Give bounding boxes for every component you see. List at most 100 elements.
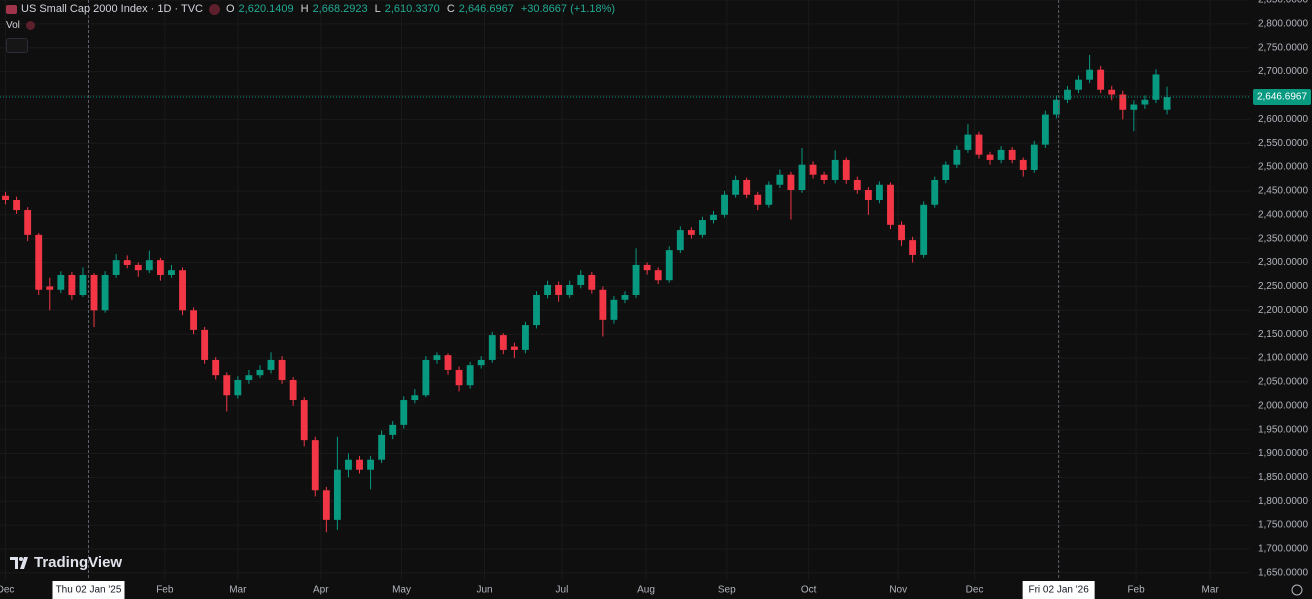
x-tick-label: Sep <box>718 585 736 596</box>
candle-body <box>953 149 961 165</box>
candle-body <box>610 299 618 320</box>
candle-body <box>997 149 1005 160</box>
candle-body <box>533 295 540 326</box>
symbol-icon <box>6 4 17 14</box>
y-tick-label: 2,200.0000 <box>1258 305 1308 316</box>
candle-body <box>278 359 286 380</box>
x-tick-label: Dec <box>966 585 984 596</box>
candle-body <box>35 234 43 290</box>
ohlc-key: C <box>446 3 455 15</box>
symbol-title[interactable]: US Small Cap 2000 Index · 1D · TVC <box>21 3 203 15</box>
candle-body <box>411 395 419 401</box>
date-marker-label: Thu 02 Jan '25 <box>56 585 122 596</box>
candle-body <box>831 159 839 180</box>
y-tick-label: 2,450.0000 <box>1258 186 1308 197</box>
settings-button[interactable] <box>1291 584 1303 596</box>
y-tick-label: 2,300.0000 <box>1258 257 1308 268</box>
candle-body <box>13 200 21 211</box>
candle-body <box>676 230 684 251</box>
candle-body <box>322 490 330 520</box>
last-price-box <box>1253 89 1311 106</box>
date-marker-box <box>1022 581 1095 599</box>
candle-body <box>1097 69 1105 90</box>
x-tick-label: Apr <box>313 585 329 596</box>
candle-body <box>234 379 242 396</box>
candle-body <box>964 134 972 150</box>
candle-body <box>853 179 861 190</box>
candle-body <box>378 434 386 460</box>
candle-body <box>820 174 828 180</box>
candle-body <box>367 459 375 470</box>
candle-body <box>732 179 740 195</box>
x-tick-label: Feb <box>1127 585 1145 596</box>
y-tick-label: 2,800.0000 <box>1258 19 1308 30</box>
candle-body <box>68 274 76 296</box>
ohlc-value: 2,668.2923 <box>312 3 368 15</box>
x-tick-label: Feb <box>156 585 174 596</box>
candle-body <box>522 325 529 350</box>
candle-body <box>566 284 574 296</box>
candle-body <box>544 284 551 296</box>
candle-body <box>743 179 751 195</box>
candle-body <box>1119 94 1127 110</box>
y-tick-label: 2,750.0000 <box>1258 42 1308 53</box>
candle-body <box>223 375 231 396</box>
candle-body <box>79 274 87 296</box>
candle-body <box>776 174 784 185</box>
brand-logo: TradingView <box>10 554 122 571</box>
candle-body <box>1152 74 1160 100</box>
candle-body <box>555 284 563 296</box>
candle-body <box>168 270 175 275</box>
ohlc-value: 2,620.1409 <box>238 3 294 15</box>
y-tick-label: 1,900.0000 <box>1258 448 1308 459</box>
candle-body <box>499 335 507 350</box>
status-dot <box>208 3 220 15</box>
candle-body <box>1108 89 1116 95</box>
candle-body <box>942 164 950 180</box>
y-tick-label: 2,150.0000 <box>1258 329 1308 340</box>
collapse-button[interactable] <box>6 38 28 53</box>
candle-body <box>90 274 98 311</box>
candle-body <box>1041 114 1049 145</box>
candle-body <box>444 355 452 370</box>
status-dot <box>25 21 35 30</box>
y-tick-label: 1,850.0000 <box>1258 472 1308 483</box>
candle-body <box>577 274 585 285</box>
candle-body <box>123 260 131 265</box>
y-tick-label: 2,400.0000 <box>1258 209 1308 220</box>
volume-label[interactable]: Vol <box>6 20 20 31</box>
candle-body <box>300 400 308 441</box>
candle-body <box>842 159 850 180</box>
candle-body <box>1086 69 1094 80</box>
candle-body <box>699 220 706 235</box>
candle-body <box>311 440 319 491</box>
candle-body <box>765 184 773 205</box>
ohlc-value: 2,646.6967 <box>458 3 514 15</box>
x-tick-label: Mar <box>229 585 247 596</box>
x-tick-label: Mar <box>1202 585 1220 596</box>
candle-body <box>289 379 297 401</box>
brand-icon <box>10 556 28 569</box>
x-tick-label: Dec <box>0 585 14 596</box>
candle-body <box>599 289 607 320</box>
candle-body <box>875 184 883 201</box>
candle-body <box>510 346 518 350</box>
candle-body <box>754 194 762 205</box>
ohlc-key: O <box>225 3 235 15</box>
candle-body <box>46 286 54 290</box>
candle-body <box>665 250 673 281</box>
candle-body <box>1064 89 1071 100</box>
ohlc-key: H <box>300 3 309 15</box>
y-tick-label: 2,700.0000 <box>1258 66 1308 77</box>
x-tick-label: May <box>392 585 411 596</box>
candle-body <box>422 359 430 396</box>
candle-body <box>101 274 109 311</box>
candle-body <box>455 369 463 386</box>
candle-body <box>2 195 9 201</box>
y-tick-label: 1,950.0000 <box>1258 424 1308 435</box>
last-price-label: 2,646.6967 <box>1257 92 1307 103</box>
candle-body <box>433 355 441 360</box>
y-tick-label: 2,850.0000 <box>1258 0 1308 6</box>
